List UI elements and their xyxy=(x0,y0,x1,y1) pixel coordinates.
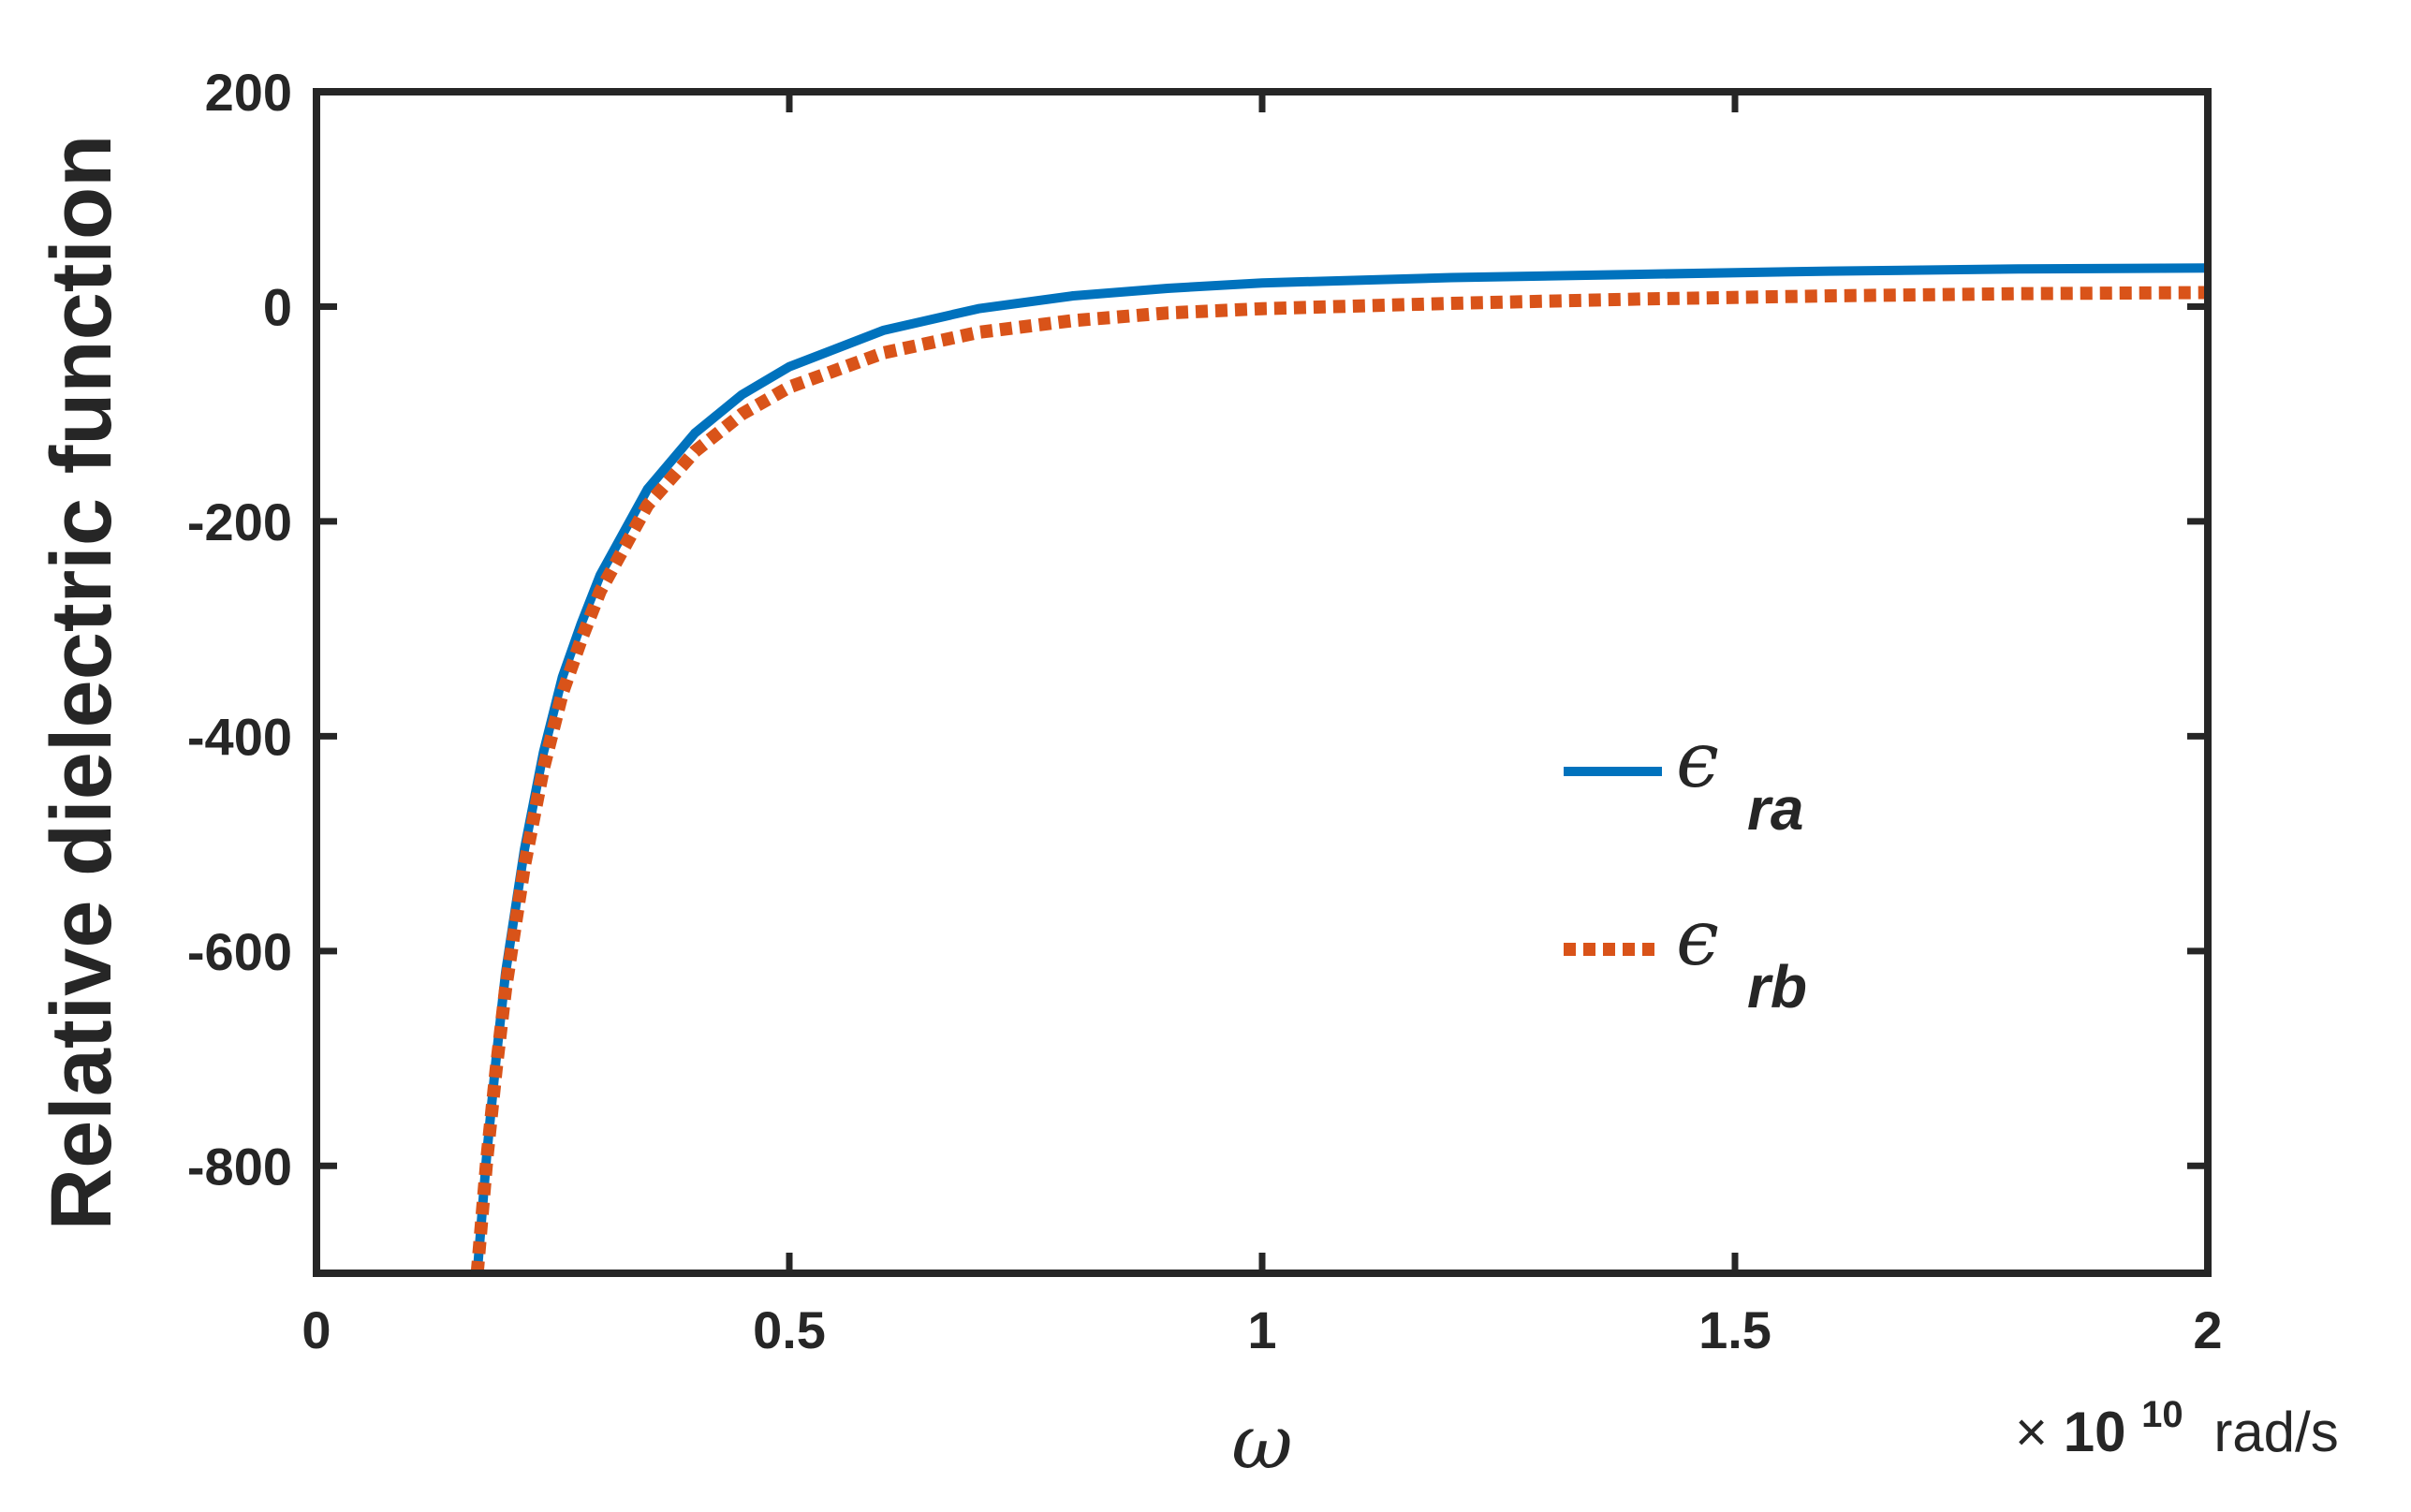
y-tick-label: -200 xyxy=(187,492,292,551)
x-tick-label: 0.5 xyxy=(753,1300,826,1359)
legend: ϵ ra ϵ rb xyxy=(1564,716,1807,1020)
legend-subscript-ra: ra xyxy=(1747,775,1804,843)
x-tick-label: 0 xyxy=(301,1300,331,1359)
y-tick-label: 200 xyxy=(205,63,292,122)
legend-subscript-rb: rb xyxy=(1747,953,1807,1020)
svg-text:× 10 10 rad/: × 10 10 rad/s xyxy=(2015,1376,2339,1463)
y-axis-label: Relative dielectric function xyxy=(34,135,129,1231)
exponent-power: 10 xyxy=(2141,1394,2183,1435)
series-layer xyxy=(470,263,2208,1273)
y-tick-label: 0 xyxy=(263,277,292,336)
x-unit: rad/s xyxy=(2213,1401,2338,1463)
exponent-base: 10 xyxy=(2064,1401,2126,1463)
plot-frame xyxy=(313,88,2212,1277)
series-line-rb xyxy=(470,286,2208,1273)
x-tick-label: 2 xyxy=(2193,1300,2222,1359)
svg-text:ϵ rb: ϵ rb xyxy=(1676,894,1807,1020)
x-tick-label: 1 xyxy=(1247,1300,1276,1359)
y-tick-label: -800 xyxy=(187,1137,292,1196)
y-tick-label: -400 xyxy=(187,707,292,766)
legend-symbol-ra: ϵ xyxy=(1676,716,1719,805)
svg-text:ϵ ra: ϵ ra xyxy=(1676,716,1804,843)
x-tick-label: 1.5 xyxy=(1698,1300,1771,1359)
legend-symbol-rb: ϵ xyxy=(1676,894,1719,983)
y-tick-label: -600 xyxy=(187,922,292,981)
x-axis-label: ω xyxy=(1231,1399,1292,1486)
tick-labels: 0 0.5 1 1.5 2 200 0 -200 -400 -600 -800 xyxy=(187,63,2223,1359)
legend-entry-ra: ϵ ra xyxy=(1564,716,1804,843)
exponent-prefix: × xyxy=(2015,1401,2048,1463)
x-axis-exponent: × 10 10 rad/s xyxy=(2015,1376,2339,1463)
legend-entry-rb: ϵ rb xyxy=(1564,894,1807,1020)
